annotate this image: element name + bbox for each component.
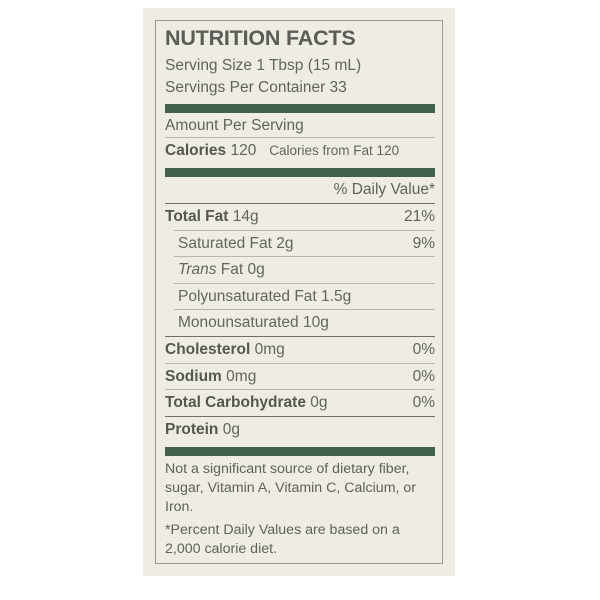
- row-sodium: Sodium 0mg 0%: [165, 364, 435, 390]
- row-trans-fat: Trans Fat 0g: [165, 257, 435, 283]
- green-divider-bar-top: [165, 103, 435, 113]
- row-polyunsaturated-fat-amount: 1.5g: [321, 287, 352, 305]
- rule-after-total-fat: [174, 229, 435, 231]
- row-protein-label: Protein 0g: [165, 422, 240, 438]
- row-cholesterol-dv: 0%: [412, 341, 435, 359]
- row-total-fat-label: Total Fat 14g: [165, 209, 259, 225]
- rule-before-total-fat: [165, 202, 435, 205]
- rule-after-sodium: [165, 389, 435, 391]
- row-sodium-amount: 0mg: [226, 367, 257, 385]
- row-total-fat-name: Total Fat: [165, 208, 229, 226]
- green-divider-bar-middle: [165, 167, 435, 177]
- row-monounsaturated-fat: Monounsaturated 10g: [165, 310, 435, 336]
- row-total-carbohydrate-dv: 0%: [412, 394, 435, 412]
- row-cholesterol: Cholesterol 0mg 0%: [165, 337, 435, 363]
- servings-per-container-text: Servings Per Container 33: [165, 78, 347, 96]
- row-protein-name: Protein: [165, 421, 219, 439]
- row-total-carbohydrate-name: Total Carbohydrate: [165, 394, 306, 412]
- row-total-carbohydrate: Total Carbohydrate 0g 0%: [165, 390, 435, 416]
- green-divider-bar-bottom: [165, 446, 435, 456]
- row-sodium-label: Sodium 0mg: [165, 369, 256, 385]
- row-trans-fat-label: Trans Fat 0g: [178, 262, 265, 278]
- row-sodium-name: Sodium: [165, 367, 222, 385]
- daily-value-header: % Daily Value*: [333, 180, 435, 198]
- nutrition-facts-title: NUTRITION FACTS: [165, 26, 356, 50]
- nutrition-facts-panel: NUTRITION FACTS Serving Size 1 Tbsp (15 …: [155, 20, 443, 564]
- row-sodium-dv: 0%: [412, 367, 435, 385]
- row-total-fat: Total Fat 14g 21%: [165, 204, 435, 230]
- calories-label: Calories: [165, 142, 227, 160]
- nutrition-label-card: NUTRITION FACTS Serving Size 1 Tbsp (15 …: [143, 8, 455, 576]
- row-polyunsaturated-fat-label: Polyunsaturated Fat 1.5g: [178, 287, 352, 305]
- amount-per-serving-label: Amount Per Serving: [165, 116, 304, 134]
- row-polyunsaturated-fat-name: Polyunsaturated Fat: [178, 287, 317, 305]
- row-monounsaturated-fat-label: Monounsaturated 10g: [178, 315, 329, 331]
- row-saturated-fat: Saturated Fat 2g 9%: [165, 231, 435, 257]
- row-trans-fat-amount: Fat 0g: [220, 261, 265, 279]
- rule-after-saturated-fat: [174, 256, 435, 258]
- calories-value: 120: [230, 142, 257, 160]
- calories-left-group: Calories 120 Calories from Fat 120: [165, 143, 399, 159]
- serving-size-text: Serving Size 1 Tbsp (15 mL): [165, 56, 362, 74]
- footnotes-block: Not a significant source of dietary fibe…: [165, 456, 435, 559]
- row-protein: Protein 0g: [165, 417, 435, 443]
- footnote-percent-daily-values: *Percent Daily Values are based on a 2,0…: [165, 521, 400, 557]
- row-monounsaturated-fat-amount: 10g: [302, 314, 329, 332]
- rule-after-amount-per-serving: [165, 137, 435, 139]
- footnote-not-significant-source: Not a significant source of dietary fibe…: [165, 460, 417, 515]
- rule-before-protein: [165, 415, 435, 418]
- rule-before-cholesterol: [165, 335, 435, 338]
- row-cholesterol-label: Cholesterol 0mg: [165, 342, 285, 358]
- rule-after-polyunsaturated-fat: [174, 309, 435, 311]
- row-saturated-fat-name: Saturated Fat: [178, 234, 272, 252]
- row-protein-amount: 0g: [222, 421, 240, 439]
- row-total-carbohydrate-label: Total Carbohydrate 0g: [165, 395, 328, 411]
- row-total-carbohydrate-amount: 0g: [310, 394, 328, 412]
- calories-row: Calories 120 Calories from Fat 120: [165, 138, 435, 163]
- nutrition-facts-content: NUTRITION FACTS Serving Size 1 Tbsp (15 …: [165, 27, 435, 559]
- row-trans-fat-name: Trans: [178, 261, 217, 279]
- amount-per-serving-row: Amount Per Serving: [165, 113, 435, 138]
- calories-from-fat-text: Calories from Fat 120: [269, 143, 400, 159]
- daily-value-header-row: % Daily Value*: [165, 177, 435, 203]
- row-cholesterol-amount: 0mg: [254, 341, 285, 359]
- rule-after-cholesterol: [165, 362, 435, 364]
- row-total-fat-amount: 14g: [232, 208, 259, 226]
- row-saturated-fat-dv: 9%: [412, 234, 435, 252]
- row-cholesterol-name: Cholesterol: [165, 341, 251, 359]
- rule-after-trans-fat: [174, 282, 435, 284]
- row-saturated-fat-label: Saturated Fat 2g: [178, 234, 294, 252]
- row-saturated-fat-amount: 2g: [276, 234, 294, 252]
- row-total-fat-dv: 21%: [403, 208, 435, 226]
- row-monounsaturated-fat-name: Monounsaturated: [178, 314, 299, 332]
- row-polyunsaturated-fat: Polyunsaturated Fat 1.5g: [165, 284, 435, 310]
